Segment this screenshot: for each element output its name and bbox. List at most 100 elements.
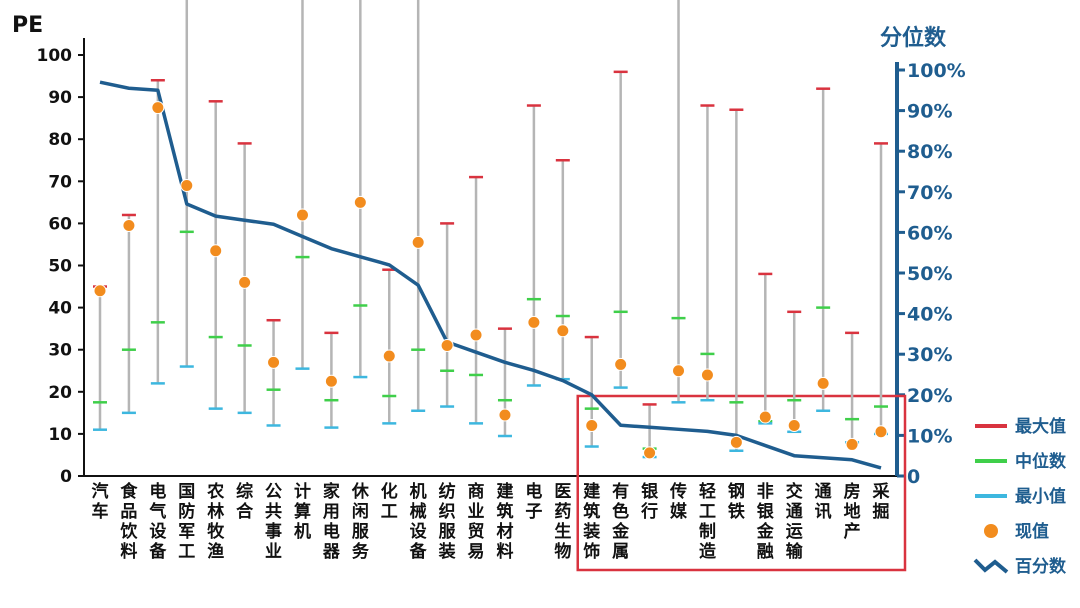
category-label-char: 材 (496, 521, 513, 542)
current-value-dot (238, 275, 252, 289)
category-label-char: 服 (439, 522, 457, 542)
right-tick-label: 50% (907, 263, 952, 285)
category-label-char: 机 (410, 481, 427, 502)
left-tick-label: 20 (48, 383, 72, 403)
category-label-char: 输 (786, 541, 804, 562)
left-tick-label: 100 (37, 46, 73, 66)
category-label-char: 电 (149, 481, 166, 502)
legend-percentile-swatch (973, 558, 1009, 574)
category-label-char: 共 (265, 502, 282, 522)
category-label: 计算机 (293, 481, 311, 542)
category-label-char: 色 (612, 501, 629, 522)
category-label: 休闲服务 (351, 481, 370, 562)
right-tick-label: 80% (907, 141, 952, 163)
right-tick-label: 0 (907, 466, 920, 488)
category-label: 钢铁 (728, 481, 745, 522)
current-value-dot (527, 315, 541, 329)
category-label-char: 融 (757, 542, 774, 562)
highlight-box (576, 394, 907, 572)
category-label-char: 林 (207, 501, 224, 522)
category-label-char: 工 (381, 502, 398, 522)
current-value-dot (729, 435, 743, 449)
category-label-char: 公 (265, 482, 282, 502)
current-value-dot (556, 324, 570, 338)
left-tick-label: 0 (60, 467, 72, 487)
right-tick-label: 70% (907, 182, 952, 204)
category-label-char: 贸 (468, 521, 485, 542)
category-label: 通讯 (815, 482, 832, 522)
category-label-char: 铁 (728, 501, 745, 522)
category-label-char: 非 (757, 481, 774, 502)
left-tick-label: 70 (48, 172, 72, 192)
legend-label: 中位数 (1015, 451, 1067, 472)
category-label: 建筑装饰 (582, 481, 600, 562)
current-value-dot (469, 328, 483, 342)
current-value-dot (816, 376, 830, 390)
left-axis-title: PE (12, 13, 43, 38)
category-label-char: 交 (786, 481, 803, 502)
category-label-char: 织 (439, 501, 456, 522)
category-label: 电子 (525, 481, 542, 522)
category-label: 采掘 (872, 482, 890, 522)
left-tick-label: 50 (48, 257, 72, 277)
category-label-char: 牧 (207, 521, 225, 542)
category-label-char: 电 (323, 521, 340, 542)
category-label-char: 械 (410, 501, 427, 522)
category-label-char: 合 (236, 501, 254, 522)
category-label-char: 生 (554, 521, 571, 542)
category-label-char: 金 (611, 521, 630, 542)
category-label-char: 品 (120, 502, 137, 522)
category-label: 国防军工 (178, 482, 195, 562)
category-label-char: 料 (120, 541, 137, 562)
category-label-char: 造 (699, 542, 717, 562)
right-tick-label: 90% (907, 101, 952, 123)
category-label-char: 地 (844, 501, 861, 522)
category-label-char: 传 (669, 481, 687, 502)
category-label-char: 有 (612, 481, 629, 502)
category-label-char: 化 (381, 481, 398, 502)
current-value-dot (700, 368, 714, 382)
current-value-dot (787, 418, 801, 432)
current-value-dot (758, 410, 772, 424)
right-tick-label: 100% (907, 60, 966, 82)
category-label-char: 备 (409, 541, 428, 562)
category-label-char: 料 (496, 541, 513, 562)
category-label-char: 农 (206, 481, 224, 502)
current-value-dot (209, 244, 223, 258)
category-label-char: 采 (872, 482, 890, 502)
category-label-char: 饮 (119, 521, 138, 542)
left-tick-label: 60 (48, 214, 72, 234)
category-label: 房地产 (844, 481, 861, 542)
category-label-char: 用 (323, 502, 340, 522)
category-label-char: 产 (844, 521, 861, 542)
category-label-char: 设 (149, 522, 166, 542)
category-label-char: 车 (92, 501, 109, 522)
category-label-char: 业 (265, 542, 282, 562)
category-label-char: 工 (178, 542, 195, 562)
current-value-dot (353, 195, 367, 209)
legend-label: 最大值 (1015, 416, 1066, 437)
left-tick-label: 80 (48, 130, 72, 150)
current-value-dot (93, 284, 107, 298)
category-label-char: 业 (468, 502, 485, 522)
category-label: 非银金融 (756, 481, 775, 562)
category-label: 化工 (381, 481, 398, 522)
category-label: 传媒 (669, 481, 688, 522)
left-tick-label: 30 (48, 341, 72, 361)
category-label: 交通运输 (786, 481, 804, 562)
category-label-char: 医 (554, 482, 571, 502)
category-label-char: 筑 (583, 501, 600, 522)
category-label-char: 闲 (352, 501, 369, 522)
current-value-dot (643, 446, 657, 460)
category-label-char: 物 (554, 541, 571, 562)
category-label-char: 讯 (815, 502, 832, 522)
legend-current-swatch (984, 524, 998, 538)
current-value-dot (845, 437, 859, 451)
legend-label: 最小值 (1015, 486, 1066, 507)
category-label-char: 军 (178, 522, 195, 542)
category-label-char: 计 (294, 481, 311, 502)
category-label-char: 器 (322, 542, 341, 562)
right-tick-label: 10% (907, 425, 952, 447)
category-label-char: 通 (786, 502, 803, 522)
